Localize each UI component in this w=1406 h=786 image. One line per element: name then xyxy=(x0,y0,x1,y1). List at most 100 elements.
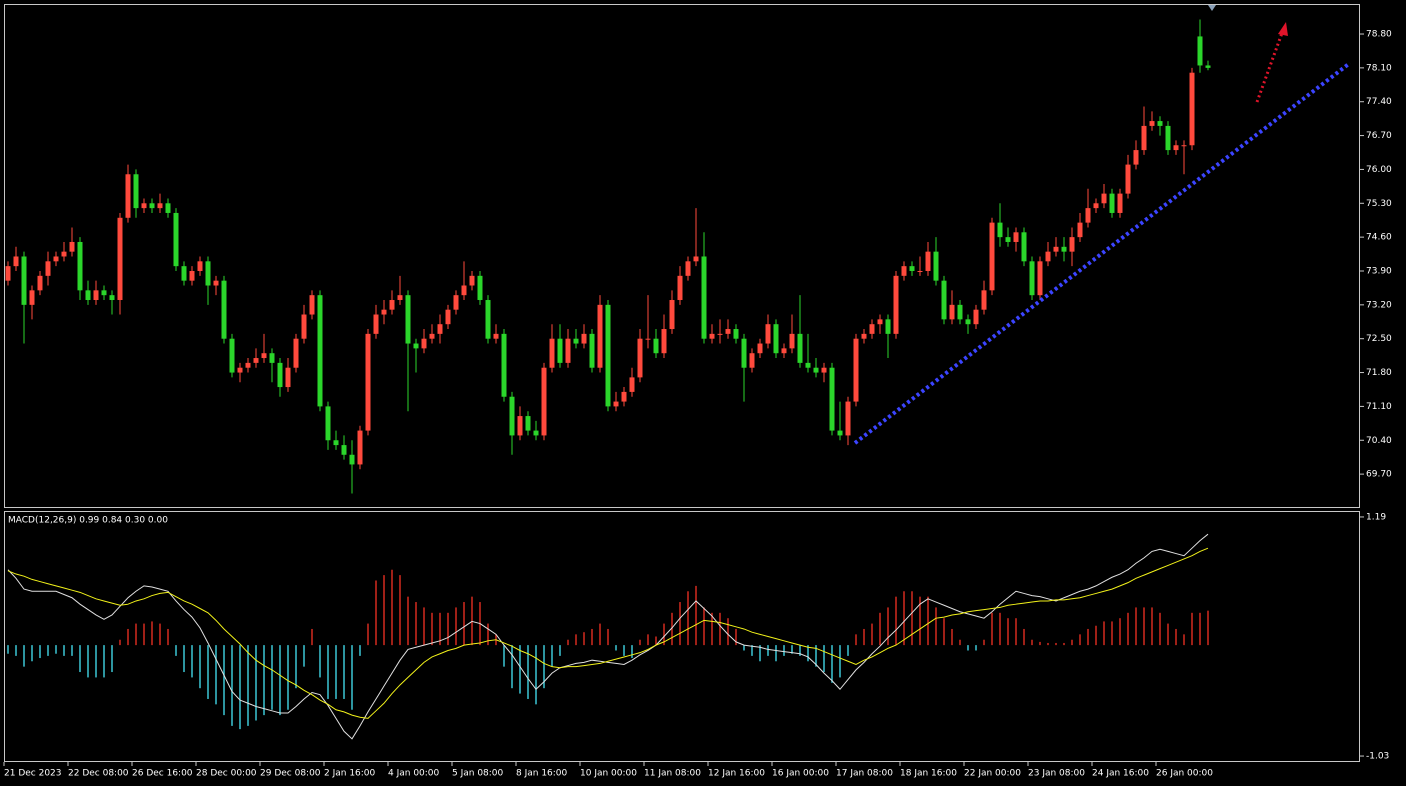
candle-body xyxy=(557,338,563,363)
candle-body xyxy=(77,241,83,291)
candle-body xyxy=(749,353,755,368)
candle-body xyxy=(5,266,11,281)
candle-body xyxy=(813,367,819,373)
candle-body xyxy=(909,266,915,271)
candle-body xyxy=(397,295,403,301)
candle-body xyxy=(589,333,595,368)
candle-body xyxy=(413,343,419,349)
candle-body xyxy=(1085,208,1091,223)
x-tick-label: 26 Jan 00:00 xyxy=(1156,769,1213,779)
candle-body xyxy=(261,353,267,359)
candle-body xyxy=(1045,251,1051,262)
candle-body xyxy=(477,275,483,301)
indicator-line xyxy=(7,533,1209,740)
candle-body xyxy=(165,203,171,213)
candle-body xyxy=(357,430,363,465)
candle-body xyxy=(21,256,27,305)
candle-body xyxy=(421,338,427,349)
y-tick-label: 1.19 xyxy=(1366,512,1386,522)
x-tick-label: 4 Jan 00:00 xyxy=(388,769,440,779)
candle-body xyxy=(949,304,955,320)
candle-body xyxy=(1021,232,1027,262)
candle-body xyxy=(333,440,339,446)
arrow-head xyxy=(1278,22,1288,36)
candle-body xyxy=(1069,237,1075,252)
candle-body xyxy=(405,295,411,344)
candle-body xyxy=(661,329,667,354)
candle-body xyxy=(93,290,99,301)
x-tick-label: 2 Jan 16:00 xyxy=(324,769,376,779)
candle-body xyxy=(141,203,147,209)
candle-body xyxy=(317,295,323,407)
candle-body xyxy=(517,416,523,436)
candle-body xyxy=(997,222,1003,238)
x-tick-label: 11 Jan 08:00 xyxy=(644,769,701,779)
arrow-shaft xyxy=(1255,32,1284,103)
x-tick-label: 17 Jan 08:00 xyxy=(836,769,893,779)
x-tick-label: 29 Dec 08:00 xyxy=(260,769,321,779)
candle-body xyxy=(1005,237,1011,242)
candle-body xyxy=(509,396,515,436)
y-tick-label: 71.10 xyxy=(1366,402,1392,412)
candle-body xyxy=(1093,203,1099,209)
candle-body xyxy=(109,295,115,301)
candle-body xyxy=(37,275,43,291)
candle-body xyxy=(869,324,875,334)
candle-body xyxy=(653,338,659,354)
candle-body xyxy=(1173,145,1179,151)
candle-body xyxy=(693,256,699,262)
x-tick-label: 12 Jan 16:00 xyxy=(708,769,765,779)
candle-body xyxy=(645,338,651,340)
candle-body xyxy=(1077,222,1083,238)
candle-body xyxy=(501,333,507,397)
candle-body xyxy=(1205,65,1211,68)
candle-body xyxy=(549,338,555,368)
candle-body xyxy=(1189,72,1195,146)
candle-body xyxy=(925,251,931,271)
plot: 69.70 70.40 71.10 71.80 72.50 73.20 73.90 74.60… xyxy=(3,19,1392,779)
candle-body xyxy=(637,338,643,378)
candle-body xyxy=(565,338,571,363)
candle-body xyxy=(1101,193,1107,204)
y-tick-label: 77.40 xyxy=(1366,97,1392,107)
candle-body xyxy=(701,256,707,339)
candle-body xyxy=(901,266,907,276)
candle-body xyxy=(741,338,747,368)
candle-body xyxy=(829,367,835,431)
candle-body xyxy=(765,324,771,344)
candle-body xyxy=(717,333,723,335)
x-tick-label: 24 Jan 16:00 xyxy=(1092,769,1149,779)
candle-body xyxy=(101,290,107,296)
candle-body xyxy=(1061,246,1067,252)
candle-body xyxy=(733,329,739,339)
candle-body xyxy=(1197,36,1203,66)
candle-body xyxy=(461,285,467,296)
candle-body xyxy=(149,203,155,209)
candle-body xyxy=(597,304,603,368)
candle-body xyxy=(445,309,451,325)
candle-body xyxy=(117,217,123,301)
candle-body xyxy=(861,333,867,339)
candle-body xyxy=(365,333,371,431)
candle-body xyxy=(285,367,291,388)
candle-body xyxy=(237,367,243,373)
candle-body xyxy=(309,295,315,315)
candle-body xyxy=(629,377,635,392)
candle-body xyxy=(1181,145,1187,147)
candle-body xyxy=(429,333,435,339)
candle-body xyxy=(1109,193,1115,213)
price-pane-frame xyxy=(4,4,1360,508)
candle-body xyxy=(221,280,227,339)
candle-body xyxy=(125,174,131,218)
y-tick-label: 78.80 xyxy=(1366,30,1392,40)
candle-body xyxy=(253,358,259,363)
candle-body xyxy=(893,275,899,334)
candle-body xyxy=(525,416,531,431)
candle-body xyxy=(229,338,235,373)
y-tick-label: 69.70 xyxy=(1366,470,1392,480)
x-tick-label: 26 Dec 16:00 xyxy=(132,769,193,779)
candle-body xyxy=(605,304,611,407)
candle-body xyxy=(781,348,787,354)
candle-body xyxy=(1013,232,1019,242)
